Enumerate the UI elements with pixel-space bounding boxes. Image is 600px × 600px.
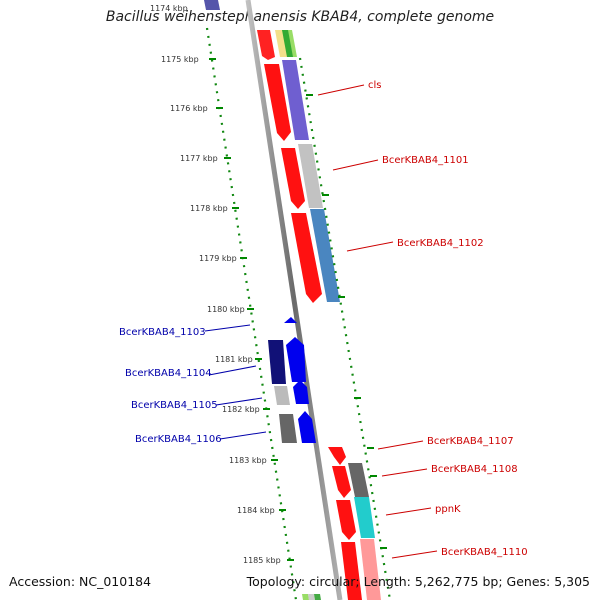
gene-1101-red[interactable] (281, 148, 305, 209)
gene-label-1104[interactable]: BcerKBAB4_1104 (125, 368, 212, 379)
gene-label-1106[interactable]: BcerKBAB4_1106 (135, 434, 222, 445)
gene-bottom-b[interactable] (308, 594, 315, 600)
genome-summary: Topology: circular; Length: 5,262,775 bp… (246, 574, 590, 589)
kbp-label: 1180 kbp (207, 305, 245, 314)
outer-dotted-ring (298, 57, 392, 600)
gene-block[interactable] (282, 30, 294, 57)
gene-1106-gray[interactable] (279, 414, 297, 443)
gene-arrow-small[interactable] (284, 317, 297, 323)
gene-bottom-c[interactable] (314, 594, 321, 600)
gene-top-clipped[interactable] (204, 0, 220, 10)
kbp-label: 1182 kbp (222, 405, 260, 414)
reverse-gene-labels: BcerKBAB4_1103 BcerKBAB4_1104 BcerKBAB4_… (119, 324, 267, 445)
gene-1108[interactable] (348, 463, 369, 497)
gene-label-cls[interactable]: cls (368, 80, 382, 91)
gene-1102-red[interactable] (291, 213, 322, 303)
gene-1104[interactable] (286, 337, 306, 382)
gene-1110[interactable] (360, 539, 381, 600)
gene-1107[interactable] (328, 447, 346, 465)
gene-label-1103[interactable]: BcerKBAB4_1103 (119, 327, 206, 338)
gene-label-1108[interactable]: BcerKBAB4_1108 (431, 464, 518, 475)
gene-block[interactable] (288, 30, 297, 57)
kbp-label: 1175 kbp (161, 55, 199, 64)
gene-1105-gray[interactable] (274, 386, 290, 405)
backbone-line (245, 0, 343, 600)
gene-1105[interactable] (293, 380, 309, 404)
kbp-label: 1179 kbp (199, 254, 237, 263)
gene-1108-red[interactable] (332, 466, 351, 498)
kbp-label: 1183 kbp (229, 456, 267, 465)
gene-1102[interactable] (310, 209, 340, 302)
gene-1101[interactable] (298, 144, 323, 208)
gene-ppnK-red[interactable] (336, 500, 356, 540)
scale-ticks: 1174 kbp 1175 kbp 1176 kbp 1177 kbp 1178… (150, 4, 387, 565)
map-title: Bacillus weihenstephanensis KBAB4, compl… (105, 9, 495, 25)
gene-label-1102[interactable]: BcerKBAB4_1102 (397, 238, 484, 249)
gene-label-1105[interactable]: BcerKBAB4_1105 (131, 400, 218, 411)
gene-cls-red[interactable] (264, 64, 291, 141)
kbp-label: 1176 kbp (170, 104, 208, 113)
gene-ppnK[interactable] (354, 497, 375, 538)
kbp-label-top: 1174 kbp (150, 4, 188, 13)
gene-label-1101[interactable]: BcerKBAB4_1101 (382, 155, 469, 166)
gene-label-1107[interactable]: BcerKBAB4_1107 (427, 436, 514, 447)
forward-genes (257, 30, 340, 303)
kbp-label: 1181 kbp (215, 355, 253, 364)
accession-text: Accession: NC_010184 (9, 574, 152, 589)
gene-label-1110[interactable]: BcerKBAB4_1110 (441, 547, 528, 558)
kbp-label: 1177 kbp (180, 154, 218, 163)
gene-block[interactable] (275, 30, 288, 57)
gene-bottom-a[interactable] (302, 594, 309, 600)
gene-label-ppnK[interactable]: ppnK (435, 504, 461, 515)
kbp-label: 1178 kbp (190, 204, 228, 213)
reverse-genes (268, 317, 316, 443)
inner-dotted-ring (205, 27, 298, 600)
gene-cls[interactable] (282, 60, 309, 140)
gene-1104-dark[interactable] (268, 340, 286, 384)
gene-1106[interactable] (298, 411, 316, 443)
kbp-label: 1185 kbp (243, 556, 281, 565)
gene-arrow[interactable] (257, 30, 275, 60)
kbp-label: 1184 kbp (237, 506, 275, 515)
forward-genes-lower (302, 447, 381, 600)
gene-1110-red[interactable] (341, 542, 362, 600)
forward-gene-labels: cls BcerKBAB4_1101 BcerKBAB4_1102 BcerKB… (317, 80, 528, 559)
